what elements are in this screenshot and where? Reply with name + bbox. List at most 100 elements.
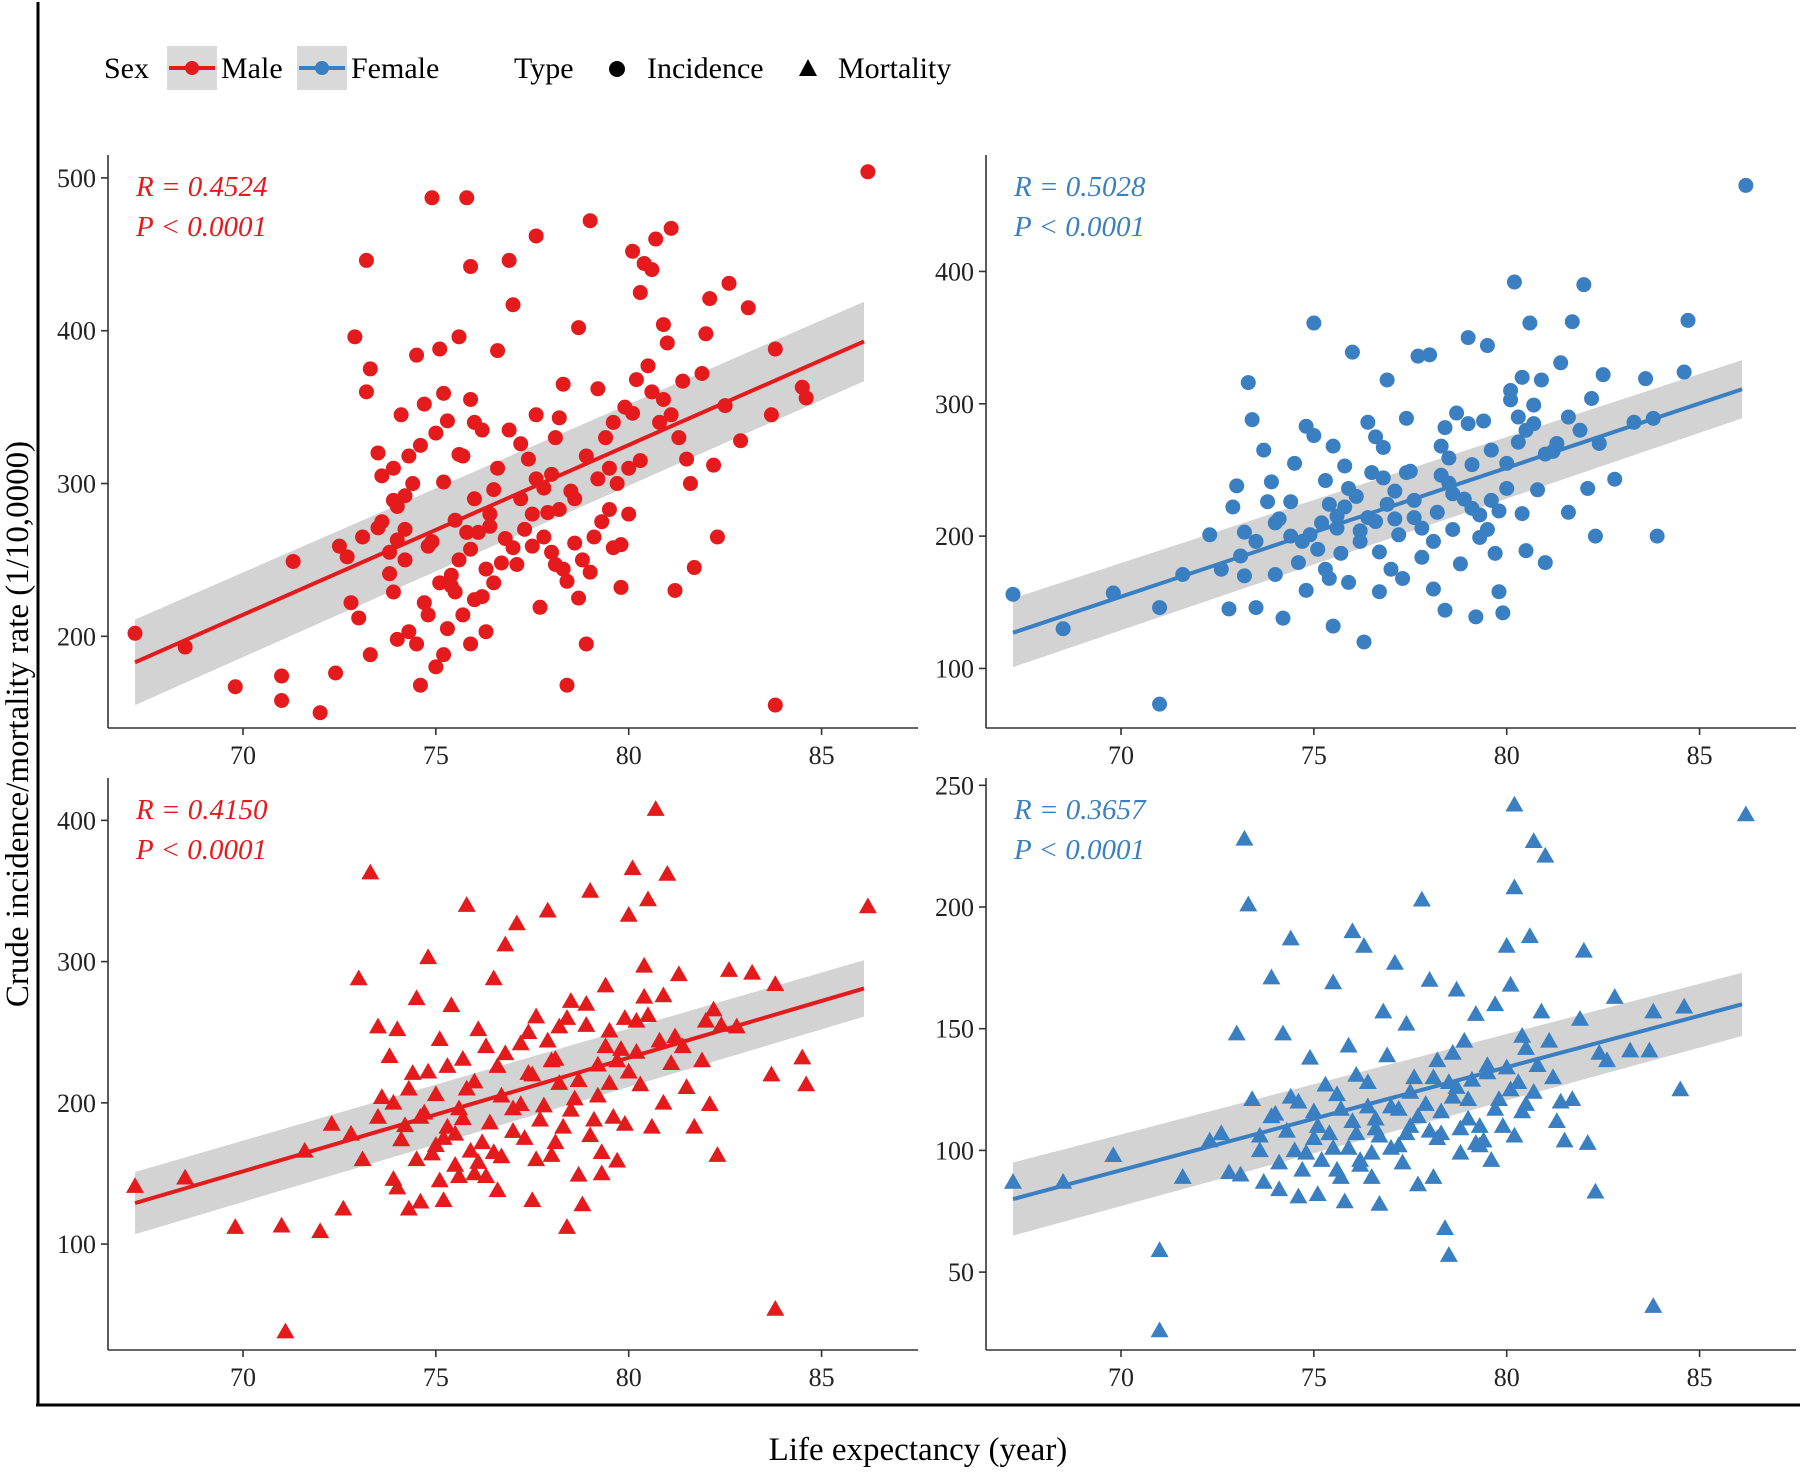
data-point (1560, 409, 1576, 425)
data-point (1240, 375, 1256, 391)
data-point (625, 243, 641, 259)
panel-male-mortality: 100 200 300 400 70 75 80 85 R = 0.4150 P < 0.0001 (57, 778, 918, 1392)
data-point (762, 1065, 781, 1082)
data-point (532, 599, 548, 615)
data-point (1487, 545, 1503, 561)
data-point (600, 1021, 619, 1038)
data-point (403, 1064, 422, 1080)
data-point (484, 969, 503, 986)
data-point (1524, 1082, 1543, 1099)
data-point (486, 482, 502, 498)
data-point (1474, 1131, 1493, 1148)
data-point (331, 538, 347, 554)
data-point (536, 529, 552, 545)
data-point (1544, 1068, 1562, 1085)
data-point (1358, 1073, 1377, 1090)
data-point (619, 905, 638, 922)
x-tick-label: 75 (423, 741, 449, 770)
data-point (1383, 561, 1399, 577)
data-point (534, 1096, 553, 1113)
data-point (1371, 584, 1387, 600)
data-point (571, 590, 587, 606)
x-tick-label: 80 (616, 741, 642, 770)
data-point (1364, 465, 1380, 481)
data-point (501, 422, 517, 438)
data-point (1410, 348, 1426, 364)
data-point (1420, 971, 1439, 987)
data-point (407, 989, 426, 1006)
data-point (1362, 1143, 1381, 1160)
data-point (1405, 1068, 1424, 1085)
data-point (478, 561, 494, 577)
data-point (694, 366, 710, 382)
correlation-p-text: P < 0.0001 (135, 211, 267, 243)
data-point (632, 285, 648, 301)
data-point (1491, 584, 1507, 600)
panel-female-mortality: 50 100 150 200 250 70 75 80 85 R = 0.3657 P < 0.00… (935, 771, 1796, 1392)
data-point (540, 505, 556, 521)
data-point (1486, 1100, 1505, 1116)
data-point (1540, 1031, 1559, 1048)
data-point (504, 1122, 522, 1138)
y-tick-label: 200 (57, 1089, 96, 1118)
data-point (486, 575, 502, 591)
data-point (1360, 414, 1376, 430)
correlation-p-text: P < 0.0001 (1013, 834, 1145, 866)
data-point (385, 584, 401, 600)
data-point (527, 1007, 546, 1024)
data-point (401, 448, 417, 464)
y-tick-label: 500 (57, 164, 96, 193)
correlation-r-text: R = 0.4524 (135, 171, 268, 203)
data-point (1298, 418, 1314, 434)
data-point (1441, 450, 1457, 466)
data-point (466, 414, 482, 430)
data-point (482, 506, 498, 522)
data-point (370, 445, 386, 461)
data-point (416, 396, 432, 412)
data-point (511, 1034, 530, 1051)
legend-item-female: Female (297, 46, 439, 90)
data-point (654, 1093, 673, 1110)
data-point (426, 1085, 445, 1102)
data-point (358, 252, 374, 268)
data-point (446, 1155, 465, 1172)
data-point (702, 291, 718, 307)
data-point (423, 1144, 441, 1161)
data-point (604, 1107, 623, 1124)
data-point (272, 1216, 291, 1233)
data-point (285, 553, 301, 569)
data-point (523, 1191, 542, 1208)
data-point (1254, 1173, 1273, 1189)
data-point (1220, 1163, 1238, 1180)
data-point (412, 437, 428, 453)
data-point (311, 1222, 330, 1239)
data-point (416, 595, 432, 611)
data-point (1451, 1143, 1470, 1160)
x-tick-label: 70 (230, 741, 256, 770)
data-point (763, 407, 779, 423)
data-point (1533, 372, 1549, 388)
data-point (1375, 439, 1391, 455)
data-point (706, 457, 722, 473)
data-point (436, 474, 452, 490)
confidence-band (1013, 360, 1742, 668)
data-point (1432, 1102, 1451, 1119)
data-point (1387, 511, 1403, 527)
data-point (573, 1195, 592, 1212)
data-point (1537, 555, 1553, 571)
x-tick-label: 80 (1494, 741, 1520, 770)
data-point (1478, 1056, 1497, 1072)
data-point (436, 647, 452, 663)
data-point (463, 259, 479, 275)
data-point (459, 190, 475, 206)
data-point (374, 468, 390, 484)
data-point (639, 890, 657, 907)
data-point (648, 231, 664, 247)
data-point (608, 1151, 627, 1168)
data-point (420, 607, 436, 623)
data-point (469, 1153, 488, 1169)
data-point (1389, 1136, 1408, 1153)
data-point (419, 1062, 438, 1079)
data-point (362, 647, 378, 663)
data-point (585, 1110, 603, 1127)
